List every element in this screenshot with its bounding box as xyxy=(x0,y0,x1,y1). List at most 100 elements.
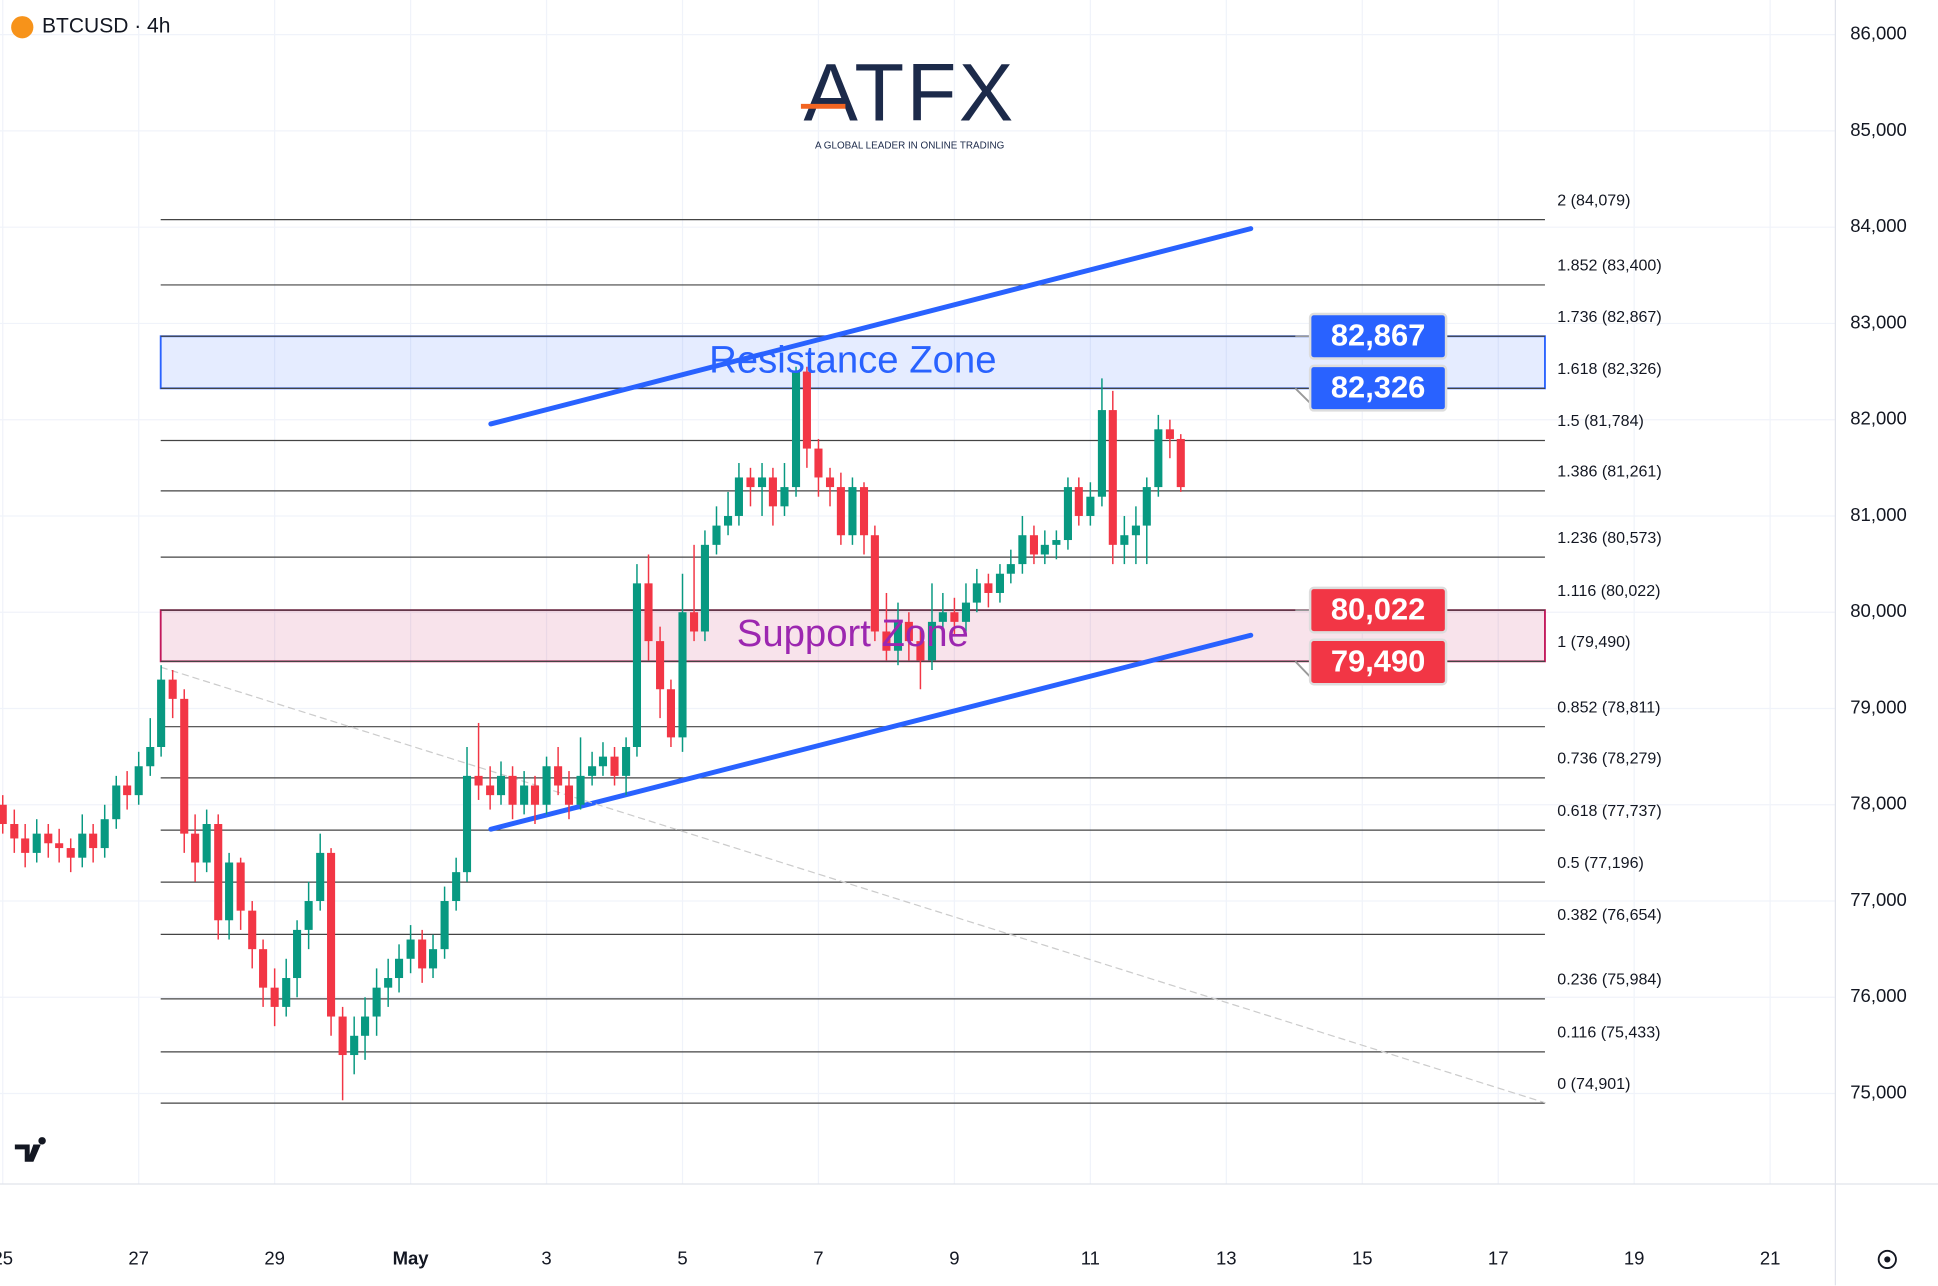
candle-body xyxy=(950,612,959,622)
trend-line xyxy=(160,666,1546,1104)
candle-body xyxy=(836,487,845,536)
candle-body xyxy=(100,819,109,849)
candle-body xyxy=(157,679,166,748)
trend-line xyxy=(488,632,1254,832)
candle-body xyxy=(452,872,461,902)
candle-body xyxy=(961,602,971,622)
x-tick-label: 7 xyxy=(813,1247,823,1268)
fib-label: 1.852 (83,400) xyxy=(1557,257,1661,275)
candle-body xyxy=(848,487,857,536)
candle-body xyxy=(361,1016,370,1036)
candle-body xyxy=(916,641,925,661)
candle-body xyxy=(259,949,268,988)
candle-body xyxy=(576,775,585,805)
candle-body xyxy=(10,824,19,839)
y-tick-label: 85,000 xyxy=(1850,119,1907,140)
candle-body xyxy=(462,775,472,873)
price-tag-label: 80,022 xyxy=(1331,592,1425,627)
candle-body xyxy=(1131,525,1140,536)
price-tag xyxy=(1308,312,1448,360)
y-tick-label: 82,000 xyxy=(1850,408,1907,429)
x-tick-label: 5 xyxy=(677,1247,687,1268)
price-tag xyxy=(1308,638,1448,686)
candle-body xyxy=(66,848,75,858)
candle-body xyxy=(700,544,709,632)
x-tick-label: May xyxy=(393,1247,430,1268)
candle-body xyxy=(1029,535,1038,555)
candle-body xyxy=(768,477,777,507)
candle-body xyxy=(112,785,121,820)
candle-body xyxy=(123,785,132,796)
x-tick-label: 11 xyxy=(1081,1247,1100,1268)
fib-label: 1 (79,490) xyxy=(1557,633,1630,651)
candle-body xyxy=(870,535,879,632)
candle-body xyxy=(225,862,234,921)
candle-body xyxy=(632,583,642,748)
candle-body xyxy=(622,747,631,776)
candle-body xyxy=(1040,544,1049,555)
fib-label: 0.116 (75,433) xyxy=(1557,1024,1660,1042)
candle-body xyxy=(927,621,937,661)
logo: ATFX A GLOBAL LEADER IN ONLINE TRADING xyxy=(800,47,1016,151)
candle-body xyxy=(372,987,381,1017)
fib-label: 1.386 (81,261) xyxy=(1557,463,1661,481)
candle-body xyxy=(316,852,325,902)
candle-body xyxy=(746,477,755,488)
tv-logo xyxy=(14,1137,46,1162)
candle-body xyxy=(644,583,653,642)
candle-body xyxy=(327,852,336,1017)
candle-body xyxy=(270,987,279,1007)
candle-body xyxy=(1097,410,1106,497)
candle-body xyxy=(984,583,993,593)
y-tick-label: 78,000 xyxy=(1850,793,1907,814)
candle-body xyxy=(282,978,291,1007)
y-tick-label: 77,000 xyxy=(1850,889,1907,910)
candle-body xyxy=(44,833,53,844)
candle-body xyxy=(972,583,981,603)
candle-body xyxy=(656,641,665,690)
candle-body xyxy=(791,371,801,488)
candle-body xyxy=(191,833,200,863)
trend-line xyxy=(488,226,1254,427)
candle-body xyxy=(1108,410,1117,545)
symbol-title: BTCUSD · 4h xyxy=(42,15,170,38)
price-tag-label: 79,490 xyxy=(1331,643,1425,678)
logo-name: ATFX xyxy=(804,47,1016,138)
candle-body xyxy=(384,978,393,988)
candle-body xyxy=(938,612,947,622)
x-tick-label: 17 xyxy=(1488,1247,1509,1268)
x-tick-label: 3 xyxy=(541,1247,551,1268)
candle-body xyxy=(32,833,41,853)
candle-body xyxy=(520,785,529,805)
zone-label: Support Zone xyxy=(737,612,969,655)
candle-body xyxy=(724,515,733,526)
candle-body xyxy=(1006,564,1015,574)
symbol-icon xyxy=(11,16,34,39)
candle-body xyxy=(610,756,619,776)
settings-icon[interactable] xyxy=(1877,1249,1897,1270)
fib-label: 0.5 (77,196) xyxy=(1557,854,1644,872)
candle-body xyxy=(338,1016,347,1056)
candle-body xyxy=(1120,535,1129,545)
candle-body xyxy=(146,747,155,767)
candle-body xyxy=(690,612,699,632)
candle-body xyxy=(406,939,415,959)
candle-body xyxy=(304,901,313,930)
fib-label: 1.5 (81,784) xyxy=(1557,412,1644,430)
settings-icon-dot[interactable] xyxy=(1884,1256,1891,1263)
candle-body xyxy=(1165,429,1174,439)
x-tick-label: 27 xyxy=(128,1247,149,1268)
x-tick-label: 9 xyxy=(949,1247,959,1268)
candle-body xyxy=(564,785,574,805)
candle-body xyxy=(168,679,177,699)
candle-body xyxy=(508,775,517,805)
y-tick-label: 75,000 xyxy=(1850,1081,1907,1102)
candle-body xyxy=(21,838,30,853)
candle-body xyxy=(248,910,257,950)
fib-label: 0 (74,901) xyxy=(1557,1075,1630,1093)
fib-label: 1.116 (80,022) xyxy=(1557,582,1660,600)
price-tag-label: 82,867 xyxy=(1331,318,1425,353)
fib-label: 1.736 (82,867) xyxy=(1557,308,1661,326)
